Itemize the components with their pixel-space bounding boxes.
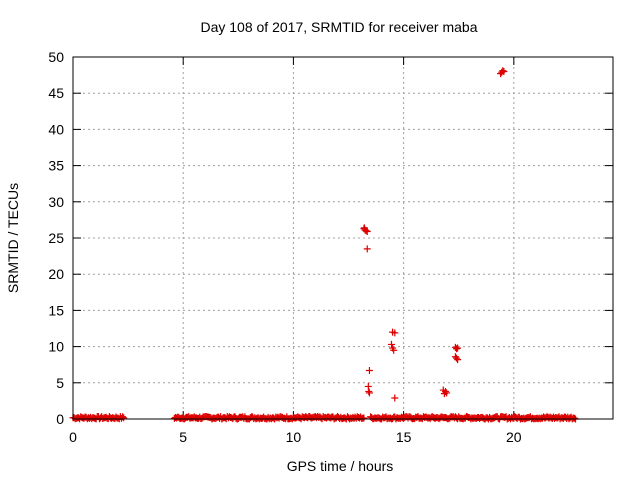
baseline-point	[570, 414, 578, 422]
data-point	[390, 346, 398, 354]
x-tick-label: 0	[69, 429, 77, 445]
x-axis-label: GPS time / hours	[287, 458, 394, 474]
data-point	[441, 387, 449, 395]
data-point	[365, 366, 373, 374]
x-tick-label: 5	[179, 429, 187, 445]
y-tick-label: 40	[48, 121, 64, 137]
data-point	[454, 356, 462, 364]
y-axis-label: SRMTID / TECUs	[5, 183, 21, 293]
data-point	[365, 387, 373, 395]
data-point	[391, 394, 399, 402]
y-tick-label: 50	[48, 49, 64, 65]
data-point	[499, 67, 507, 75]
y-tick-label: 35	[48, 158, 64, 174]
y-tick-label: 30	[48, 194, 64, 210]
y-tick-label: 5	[56, 375, 64, 391]
data-point	[365, 389, 373, 397]
data-point	[453, 345, 461, 353]
data-point	[391, 329, 399, 337]
data-point	[363, 245, 371, 253]
data-point	[387, 340, 395, 348]
data-point	[500, 67, 508, 75]
x-tick-label: 20	[506, 429, 522, 445]
tick-layer: 0 5 10 15 20 25 30 35 40 45 50 0 5 10 15 20	[48, 49, 613, 445]
x-tick-label: 15	[396, 429, 412, 445]
data-point	[453, 354, 461, 362]
baseline-point	[360, 414, 368, 422]
points-layer	[69, 67, 580, 423]
y-tick-label: 10	[48, 339, 64, 355]
grid-layer	[73, 57, 613, 419]
chart-title: Day 108 of 2017, SRMTID for receiver mab…	[200, 19, 477, 35]
data-point	[360, 224, 368, 232]
baseline-point	[120, 414, 128, 422]
y-tick-label: 15	[48, 302, 64, 318]
y-tick-label: 25	[48, 230, 64, 246]
y-tick-label: 0	[56, 411, 64, 427]
plot-frame	[72, 56, 614, 420]
x-tick-label: 10	[286, 429, 302, 445]
data-point	[443, 389, 451, 397]
y-tick-label: 20	[48, 266, 64, 282]
data-point	[454, 344, 462, 352]
y-tick-label: 45	[48, 85, 64, 101]
data-point	[363, 227, 371, 235]
